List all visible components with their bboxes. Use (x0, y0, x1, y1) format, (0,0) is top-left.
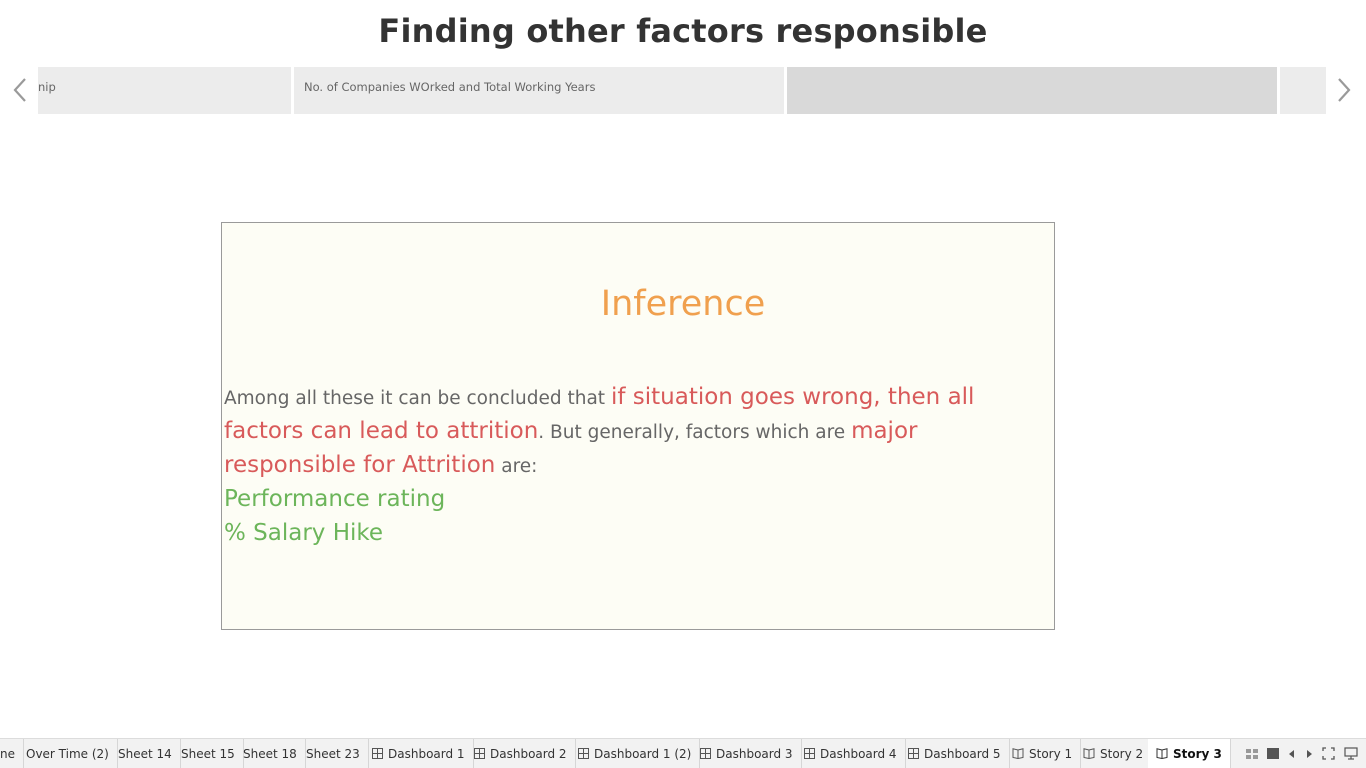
dashboard-tab[interactable]: Dashboard 3 (692, 739, 802, 768)
inference-highlight-red: major responsible for Attrition (224, 418, 918, 478)
tab-label: Dashboard 4 (820, 746, 897, 761)
caret-right-icon (1307, 749, 1312, 758)
chevron-left-icon (13, 78, 26, 102)
story-point-3-current[interactable] (787, 67, 1277, 114)
factor-salary-hike: % Salary Hike (224, 520, 384, 546)
story-point-4[interactable] (1280, 67, 1326, 114)
factor-performance-rating: Performance rating (224, 486, 446, 512)
tab-label: Sheet 15 (181, 746, 235, 761)
inference-text-box (221, 222, 1055, 630)
tab-label: Dashboard 2 (490, 746, 567, 761)
dashboard-icon (908, 748, 919, 759)
story-point-2[interactable]: No. of Companies WOrked and Total Workin… (294, 67, 784, 114)
tab-label: Story 2 (1100, 746, 1144, 761)
inference-text: are: (495, 456, 538, 477)
tab-label: Dashboard 5 (924, 746, 1001, 761)
tab-label: Story 3 (1173, 746, 1222, 761)
previous-story-point-button[interactable] (8, 72, 32, 108)
show-filmstrip-button[interactable] (1267, 748, 1279, 759)
dashboard-icon (372, 748, 383, 759)
presentation-icon (1344, 747, 1358, 760)
story-icon (1012, 748, 1024, 759)
dashboard-icon (804, 748, 815, 759)
story-icon (1083, 748, 1095, 759)
sheet-tab-bar: ne Over Time (2) Sheet 14 Sheet 15 Sheet… (0, 738, 1366, 768)
story-point-1[interactable]: nip (38, 67, 291, 114)
fullscreen-icon (1322, 747, 1335, 760)
dashboard-tab[interactable]: Dashboard 1 (2) (570, 739, 701, 768)
tab-label: Story 1 (1029, 746, 1073, 761)
tab-label: Dashboard 1 (388, 746, 465, 761)
story-point-caption: No. of Companies WOrked and Total Workin… (304, 80, 596, 94)
inference-text: . But generally, factors which are (538, 422, 852, 443)
dashboard-tab[interactable]: Dashboard 1 (364, 739, 474, 768)
inference-text: Among all these it can be concluded that (224, 388, 611, 409)
story-icon (1156, 748, 1168, 759)
sheet-tab[interactable]: Sheet 18 (235, 739, 306, 768)
dashboard-icon (700, 748, 711, 759)
dashboard-tab[interactable]: Dashboard 2 (466, 739, 576, 768)
tab-label: ne (0, 746, 15, 761)
dashboard-tab[interactable]: Dashboard 4 (796, 739, 906, 768)
caret-left-icon (1289, 749, 1294, 758)
dashboard-icon (474, 748, 485, 759)
tab-label: Sheet 18 (243, 746, 297, 761)
next-story-point-button[interactable] (1332, 72, 1356, 108)
inference-highlight-red: if situation goes wrong, then all factor… (224, 384, 975, 444)
show-sheet-sorter-button[interactable] (1246, 748, 1258, 759)
sheet-sorter-icon (1246, 748, 1258, 759)
tab-controls (1246, 739, 1366, 768)
sheet-tab[interactable]: Sheet 23 (298, 739, 369, 768)
inference-title: Inference (600, 284, 766, 324)
story-tab[interactable]: Story 2 (1075, 739, 1153, 768)
presentation-mode-button[interactable] (1344, 747, 1358, 760)
sheet-tab[interactable]: Over Time (2) (18, 739, 118, 768)
sheet-tab[interactable]: Sheet 14 (110, 739, 181, 768)
inference-body: Among all these it can be concluded that… (224, 381, 1052, 551)
filmstrip-icon (1267, 748, 1279, 759)
story-tab[interactable]: Story 1 (1004, 739, 1082, 768)
tab-label: Dashboard 3 (716, 746, 793, 761)
fullscreen-button[interactable] (1322, 747, 1335, 760)
sheet-tab[interactable]: ne (0, 739, 24, 768)
scroll-tabs-left-button[interactable] (1288, 749, 1296, 759)
dashboard-icon (578, 748, 589, 759)
scroll-tabs-right-button[interactable] (1305, 749, 1313, 759)
tab-label: Over Time (2) (26, 746, 109, 761)
story-title: Finding other factors responsible (378, 12, 988, 50)
tab-label: Dashboard 1 (2) (594, 746, 692, 761)
tab-label: Sheet 14 (118, 746, 172, 761)
chevron-right-icon (1338, 78, 1351, 102)
dashboard-tab[interactable]: Dashboard 5 (900, 739, 1010, 768)
sheet-tab[interactable]: Sheet 15 (173, 739, 244, 768)
tab-label: Sheet 23 (306, 746, 360, 761)
story-tab-active[interactable]: Story 3 (1148, 739, 1231, 768)
story-point-caption: nip (38, 80, 56, 94)
